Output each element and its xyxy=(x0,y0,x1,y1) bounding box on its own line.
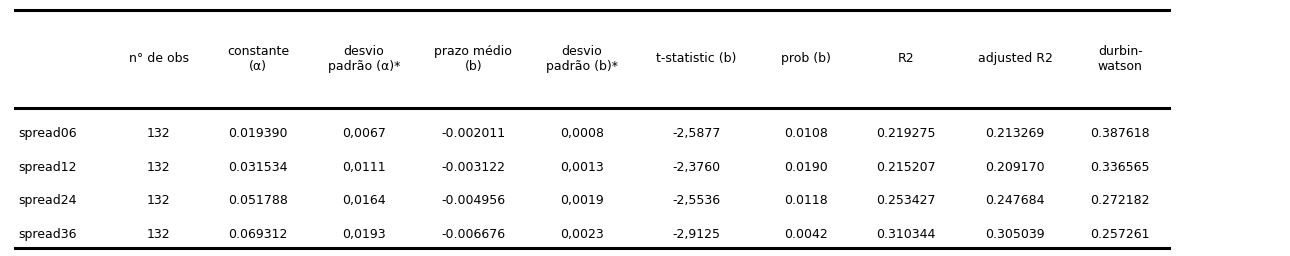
Text: 0.0118: 0.0118 xyxy=(784,195,828,207)
Text: adjusted R2: adjusted R2 xyxy=(978,52,1053,65)
Text: 0.019390: 0.019390 xyxy=(228,127,288,140)
Text: 0,0111: 0,0111 xyxy=(342,161,386,174)
Text: -0.002011: -0.002011 xyxy=(441,127,506,140)
Text: t-statistic (b): t-statistic (b) xyxy=(657,52,737,65)
Text: 0.213269: 0.213269 xyxy=(986,127,1045,140)
Text: spread06: spread06 xyxy=(18,127,76,140)
Text: spread12: spread12 xyxy=(18,161,76,174)
Text: 0.310344: 0.310344 xyxy=(876,228,935,241)
Text: 0,0067: 0,0067 xyxy=(342,127,386,140)
Text: 0,0193: 0,0193 xyxy=(342,228,386,241)
Text: durbin-
watson: durbin- watson xyxy=(1098,45,1143,73)
Text: -2,9125: -2,9125 xyxy=(672,228,721,241)
Text: 0.209170: 0.209170 xyxy=(986,161,1045,174)
Text: 0.253427: 0.253427 xyxy=(876,195,935,207)
Text: R2: R2 xyxy=(898,52,913,65)
Text: 0.272182: 0.272182 xyxy=(1090,195,1151,207)
Text: 0.069312: 0.069312 xyxy=(228,228,288,241)
Text: spread24: spread24 xyxy=(18,195,76,207)
Text: 0,0008: 0,0008 xyxy=(560,127,604,140)
Text: 0.336565: 0.336565 xyxy=(1090,161,1151,174)
Text: -2,5536: -2,5536 xyxy=(672,195,721,207)
Text: 0.257261: 0.257261 xyxy=(1090,228,1151,241)
Text: 0,0164: 0,0164 xyxy=(342,195,386,207)
Text: 0,0019: 0,0019 xyxy=(560,195,604,207)
Text: 132: 132 xyxy=(147,161,170,174)
Text: -2,5877: -2,5877 xyxy=(672,127,721,140)
Text: 0.247684: 0.247684 xyxy=(986,195,1045,207)
Text: desvio
padrão (b)*: desvio padrão (b)* xyxy=(546,45,618,73)
Text: 132: 132 xyxy=(147,228,170,241)
Text: 0.219275: 0.219275 xyxy=(876,127,935,140)
Text: 0.387618: 0.387618 xyxy=(1090,127,1151,140)
Text: 0.0042: 0.0042 xyxy=(784,228,828,241)
Text: -2,3760: -2,3760 xyxy=(672,161,721,174)
Text: 132: 132 xyxy=(147,195,170,207)
Text: 132: 132 xyxy=(147,127,170,140)
Text: 0.0190: 0.0190 xyxy=(784,161,828,174)
Text: prob (b): prob (b) xyxy=(782,52,831,65)
Text: 0,0023: 0,0023 xyxy=(560,228,604,241)
Text: -0.006676: -0.006676 xyxy=(441,228,506,241)
Text: 0.031534: 0.031534 xyxy=(228,161,288,174)
Text: constante
(α): constante (α) xyxy=(227,45,289,73)
Text: 0,0013: 0,0013 xyxy=(560,161,604,174)
Text: desvio
padrão (α)*: desvio padrão (α)* xyxy=(328,45,400,73)
Text: 0.0108: 0.0108 xyxy=(784,127,828,140)
Text: 0.215207: 0.215207 xyxy=(876,161,935,174)
Text: prazo médio
(b): prazo médio (b) xyxy=(435,45,512,73)
Text: n° de obs: n° de obs xyxy=(129,52,188,65)
Text: 0.305039: 0.305039 xyxy=(986,228,1045,241)
Text: 0.051788: 0.051788 xyxy=(228,195,288,207)
Text: -0.004956: -0.004956 xyxy=(441,195,506,207)
Text: -0.003122: -0.003122 xyxy=(441,161,506,174)
Text: spread36: spread36 xyxy=(18,228,76,241)
